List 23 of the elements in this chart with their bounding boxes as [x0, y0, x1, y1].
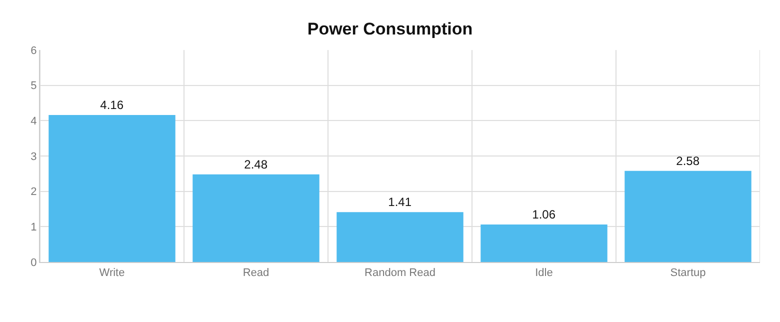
x-tick-label: Read: [242, 267, 270, 280]
bar: [336, 212, 464, 262]
data-label: 1.06: [532, 208, 556, 222]
bar: [624, 170, 752, 262]
x-tick-label: Startup: [670, 267, 706, 280]
x-tick-label: Random Read: [364, 267, 436, 280]
bar: [192, 174, 320, 262]
y-tick-label: 2: [30, 186, 37, 198]
chart-title: Power Consumption: [307, 19, 473, 38]
data-label: 2.58: [676, 154, 700, 168]
bar: [48, 115, 176, 262]
data-label: 2.48: [244, 157, 268, 172]
bar: [480, 224, 608, 262]
y-tick-label: 3: [30, 150, 37, 163]
x-tick-label: Write: [99, 267, 125, 280]
data-label: 1.41: [388, 195, 412, 210]
y-tick-label: 1: [30, 222, 37, 234]
y-tick-label: 6: [30, 44, 37, 57]
x-tick-label: Idle: [535, 267, 553, 280]
data-label: 4.16: [100, 98, 124, 112]
y-tick-label: 0: [30, 256, 37, 269]
y-tick-label: 4: [30, 116, 37, 128]
y-tick-label: 5: [30, 80, 37, 92]
